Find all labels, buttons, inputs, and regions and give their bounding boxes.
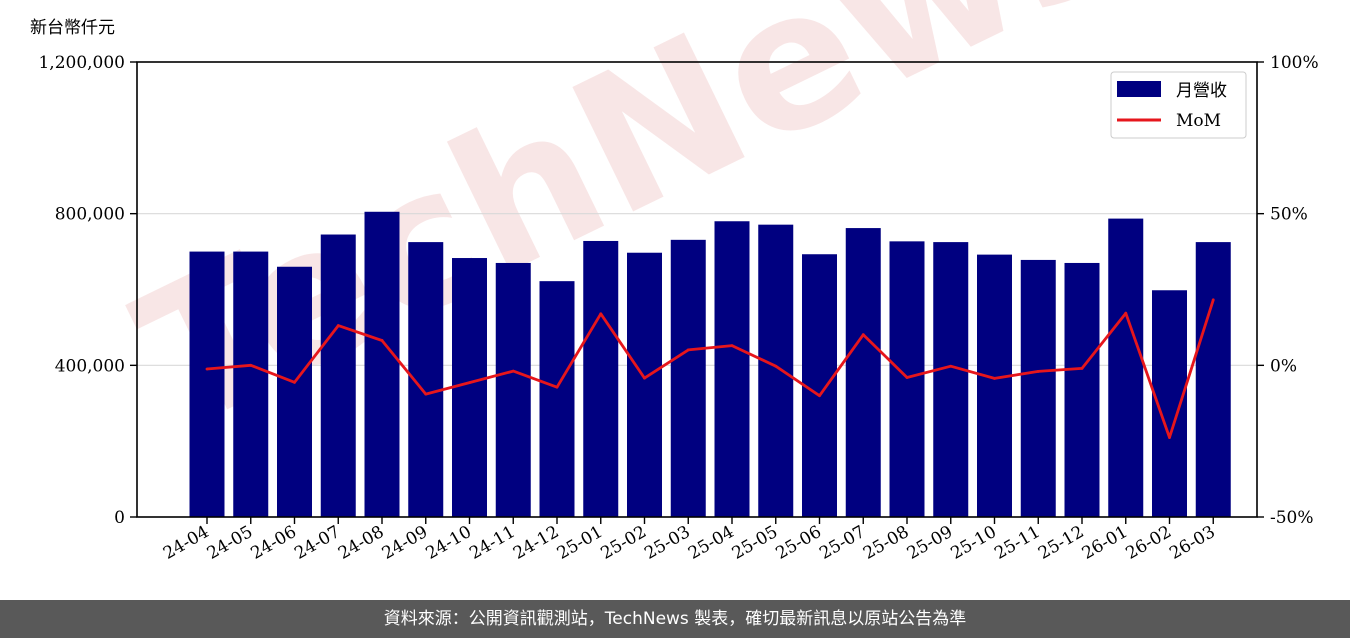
bar-24-11 xyxy=(495,262,531,517)
x-tick-label: 25-02 xyxy=(598,522,650,564)
x-tick-label: 26-02 xyxy=(1123,522,1175,564)
mom-point-24-05 xyxy=(249,363,253,367)
mom-point-25-08 xyxy=(905,376,909,379)
source-footer: 資料來源：公開資訊觀測站，TechNews 製表，確切最新訊息以原站公告為準 xyxy=(0,600,1350,638)
x-tick-label: 25-11 xyxy=(991,522,1043,564)
mom-point-24-07 xyxy=(336,324,340,327)
x-tick-label: 24-05 xyxy=(204,522,256,564)
mom-point-25-05 xyxy=(774,364,778,368)
mom-point-26-01 xyxy=(1124,311,1128,315)
x-tick-label: 24-06 xyxy=(248,522,300,564)
mom-point-25-11 xyxy=(1036,370,1040,373)
mom-point-25-01 xyxy=(599,312,603,316)
y-right-tick-label: 50% xyxy=(1270,205,1308,225)
mom-line-layer xyxy=(205,298,1215,439)
bar-25-04 xyxy=(714,221,750,517)
bar-25-03 xyxy=(670,239,706,517)
y-left-tick-label: 400,000 xyxy=(55,356,125,376)
mom-point-24-12 xyxy=(555,385,559,389)
mom-point-26-03 xyxy=(1211,298,1215,302)
x-tick-label: 25-05 xyxy=(729,522,781,564)
legend-label-revenue: 月營收 xyxy=(1176,81,1227,101)
x-tick-label: 25-08 xyxy=(860,522,912,564)
mom-point-25-07 xyxy=(861,333,865,337)
bar-25-12 xyxy=(1064,262,1100,517)
y-left-tick-label: 800,000 xyxy=(55,205,125,225)
x-tick-label: 24-07 xyxy=(291,522,343,564)
bar-25-05 xyxy=(758,224,794,517)
x-tick-label: 24-08 xyxy=(335,522,387,564)
mom-point-25-12 xyxy=(1080,366,1084,370)
mom-point-25-09 xyxy=(949,364,953,368)
y-right-tick-label: -50% xyxy=(1270,508,1314,528)
bar-25-07 xyxy=(845,228,881,517)
mom-point-24-10 xyxy=(468,381,471,385)
bar-25-02 xyxy=(627,252,662,518)
plot-frame xyxy=(136,61,1258,518)
bar-25-06 xyxy=(802,254,837,518)
mom-point-25-04 xyxy=(730,344,734,348)
x-tick-label: 25-07 xyxy=(816,522,868,564)
bar-24-04 xyxy=(189,251,225,518)
x-tick-label: 26-03 xyxy=(1166,522,1218,564)
y-unit-label: 新台幣仟元 xyxy=(30,18,115,38)
bar-24-08 xyxy=(364,211,400,518)
bar-25-10 xyxy=(977,254,1012,517)
y-left-tick-label: 0 xyxy=(114,508,125,528)
mom-point-24-06 xyxy=(293,380,296,384)
bar-25-09 xyxy=(933,242,969,517)
bar-25-01 xyxy=(583,240,619,517)
x-tick-label: 25-12 xyxy=(1035,522,1087,564)
y-left-tick-label: 1,200,000 xyxy=(38,53,125,73)
mom-point-25-02 xyxy=(643,376,646,380)
x-tick-label: 24-12 xyxy=(510,522,562,564)
legend-label-mom: MoM xyxy=(1176,111,1221,131)
mom-point-26-02 xyxy=(1168,436,1171,439)
mom-point-24-04 xyxy=(205,367,209,371)
bar-26-03 xyxy=(1195,242,1231,517)
x-tick-label: 25-03 xyxy=(641,522,693,564)
mom-point-24-09 xyxy=(424,392,428,396)
bar-25-08 xyxy=(889,241,925,518)
x-tick-label: 24-11 xyxy=(466,522,518,564)
bar-26-01 xyxy=(1108,218,1144,518)
revenue-bars xyxy=(189,211,1231,518)
y-right-tick-label: 100% xyxy=(1270,53,1319,73)
chart: TechNews 新台幣仟元 0400,000800,0001,200,000-… xyxy=(30,0,1319,564)
x-tick-label: 25-04 xyxy=(685,522,737,564)
mom-line xyxy=(206,299,1215,439)
bar-24-06 xyxy=(277,266,312,517)
legend-swatch-revenue xyxy=(1117,81,1161,97)
bar-24-05 xyxy=(233,251,269,518)
mom-point-25-06 xyxy=(818,394,821,398)
bar-25-11 xyxy=(1020,259,1056,517)
mom-point-25-10 xyxy=(993,376,996,380)
x-tick-label: 25-06 xyxy=(773,522,825,564)
x-tick-label: 25-10 xyxy=(948,522,1000,564)
mom-point-24-11 xyxy=(511,369,515,373)
x-tick-label: 25-01 xyxy=(554,522,606,564)
mom-point-24-08 xyxy=(380,339,384,342)
x-tick-label: 25-09 xyxy=(904,522,956,564)
legend: 月營收 MoM xyxy=(1110,71,1247,139)
bar-24-10 xyxy=(452,258,487,517)
x-tick-label: 24-09 xyxy=(379,522,431,564)
y-right-tick-label: 0% xyxy=(1270,356,1297,376)
x-tick-label: 24-04 xyxy=(160,522,212,564)
x-tick-label: 24-10 xyxy=(423,522,475,564)
x-tick-label: 26-01 xyxy=(1079,522,1131,564)
bar-24-12 xyxy=(539,281,575,517)
mom-point-25-03 xyxy=(686,348,690,352)
bar-24-07 xyxy=(320,234,356,518)
